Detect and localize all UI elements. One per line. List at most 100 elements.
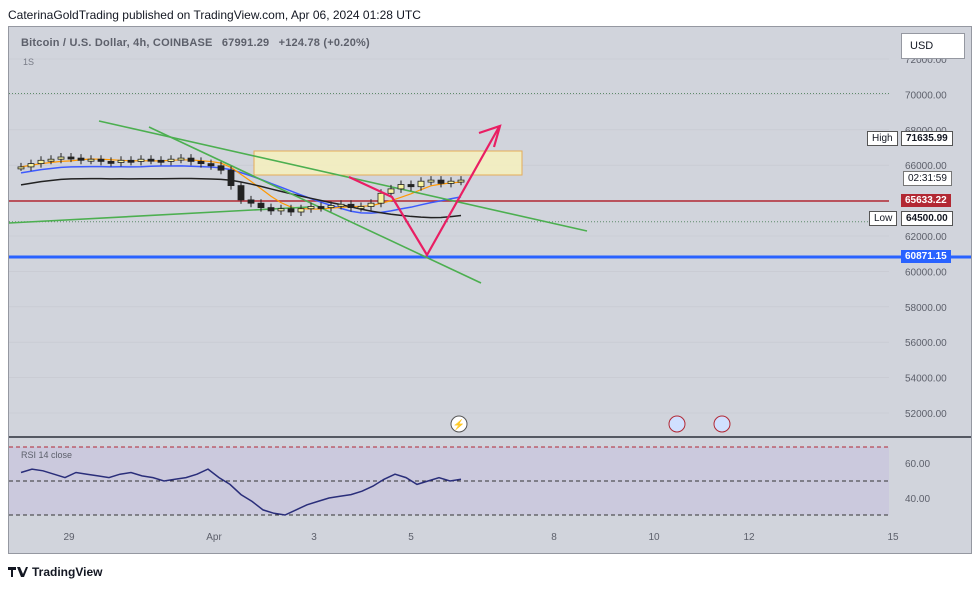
candle-body — [47, 158, 55, 162]
grid — [9, 58, 889, 414]
candle-body — [297, 208, 305, 213]
time-tick: 3 — [311, 532, 317, 543]
candle-body — [367, 202, 375, 207]
price-tick: 58000.00 — [905, 303, 947, 314]
symbol-change: +124.78 (+0.20%) — [278, 37, 370, 49]
rsi-title: RSI 14 close — [21, 450, 72, 460]
candle-body — [87, 158, 95, 162]
candle-body — [377, 192, 385, 204]
candle-body — [447, 180, 455, 184]
candle-body — [437, 179, 445, 184]
candle-body — [337, 203, 345, 207]
time-tick: 5 — [408, 532, 414, 543]
candle-body — [267, 207, 275, 212]
time-tick: 8 — [551, 532, 557, 543]
candle-body — [237, 185, 245, 201]
candle-body — [67, 156, 75, 160]
candle-body — [217, 165, 225, 171]
candle-body — [127, 159, 135, 163]
candle-body — [27, 163, 35, 168]
candle-body — [427, 179, 435, 183]
rsi-level-60: 60.00 — [905, 459, 930, 470]
footer-brand[interactable]: TradingView — [8, 565, 102, 579]
candle-body — [387, 188, 395, 194]
countdown: 02:31:59 — [903, 171, 952, 186]
resistance-zone[interactable] — [253, 150, 523, 176]
time-tick: Apr — [206, 532, 222, 543]
candle-body — [117, 159, 125, 163]
tradingview-logo-icon — [8, 567, 28, 577]
candle-body — [97, 158, 105, 162]
candle-body — [357, 206, 365, 209]
candle-body — [327, 204, 335, 208]
candle-body — [137, 158, 145, 162]
candle-body — [307, 206, 315, 210]
candle-body — [167, 158, 175, 162]
currency-button[interactable]: USD — [901, 33, 965, 59]
moving-average-blue — [20, 165, 462, 214]
time-tick: 29 — [63, 532, 75, 543]
projection-arrow[interactable] — [348, 126, 500, 258]
price-tick: 62000.00 — [905, 232, 947, 243]
candle-body — [397, 184, 405, 190]
current-price-tag: 65633.22 — [901, 194, 951, 207]
candle-body — [417, 180, 425, 188]
interval-hint: 1S — [23, 57, 35, 67]
chart-frame[interactable]: ⚡ 72000.0070000.0068000.0066000.0064000.… — [8, 26, 972, 554]
rsi-line — [20, 468, 462, 516]
flag-icon-2[interactable] — [713, 415, 731, 433]
price-tick: 56000.00 — [905, 338, 947, 349]
candle-body — [187, 157, 195, 162]
price-tick: 60000.00 — [905, 267, 947, 278]
time-axis: 29 Apr 3 5 8 10 12 15 — [63, 532, 899, 543]
trendline-base[interactable] — [9, 206, 310, 224]
chart-canvas[interactable]: ⚡ 72000.0070000.0068000.0066000.0064000.… — [9, 27, 971, 553]
low-value: 64500.00 — [901, 211, 953, 226]
trendline-upper[interactable] — [98, 120, 588, 232]
symbol-header: Bitcoin / U.S. Dollar, 4h, COINBASE 6799… — [21, 37, 370, 49]
svg-text:⚡: ⚡ — [453, 418, 465, 431]
support-price-tag: 60871.15 — [901, 250, 951, 263]
event-icon-1[interactable]: ⚡ — [450, 415, 468, 433]
candle-body — [157, 159, 165, 163]
candle-body — [247, 199, 255, 204]
candle-body — [37, 159, 45, 165]
footer-text: TradingView — [32, 565, 103, 579]
price-tick: 72000.00 — [905, 55, 947, 66]
candle-body — [197, 160, 205, 164]
candle-body — [57, 156, 65, 160]
publisher-caption: CaterinaGoldTrading published on Trading… — [8, 8, 421, 22]
symbol-price: 67991.29 — [221, 37, 270, 49]
candle-body — [227, 169, 235, 186]
candle-body — [347, 203, 355, 209]
low-label: Low — [869, 211, 898, 226]
candles — [17, 153, 465, 216]
price-scale-ticks: 72000.0070000.0068000.0066000.0064000.00… — [905, 55, 947, 420]
candle-body — [277, 208, 285, 212]
flag-icon-1[interactable] — [668, 415, 686, 433]
symbol-name: Bitcoin / U.S. Dollar, 4h, COINBASE — [21, 37, 213, 49]
candle-body — [257, 202, 265, 208]
candle-body — [147, 158, 155, 162]
candle-body — [457, 179, 465, 183]
price-tick: 70000.00 — [905, 90, 947, 101]
price-tick: 52000.00 — [905, 409, 947, 420]
price-tick: 54000.00 — [905, 374, 947, 385]
high-label: High — [867, 131, 898, 146]
candle-body — [177, 157, 185, 161]
candle-body — [77, 157, 85, 161]
rsi-level-40: 40.00 — [905, 494, 930, 505]
trendline-lower[interactable] — [148, 126, 482, 284]
candle-body — [407, 184, 415, 188]
candle-body — [287, 208, 295, 213]
time-tick: 10 — [648, 532, 660, 543]
candle-body — [107, 160, 115, 164]
candle-body — [17, 166, 25, 170]
high-value: 71635.99 — [901, 131, 953, 146]
price-tick: 66000.00 — [905, 161, 947, 172]
candle-body — [317, 206, 325, 209]
time-tick: 12 — [743, 532, 755, 543]
candle-body — [207, 163, 215, 167]
arrow-head — [478, 124, 502, 148]
time-tick: 15 — [887, 532, 899, 543]
